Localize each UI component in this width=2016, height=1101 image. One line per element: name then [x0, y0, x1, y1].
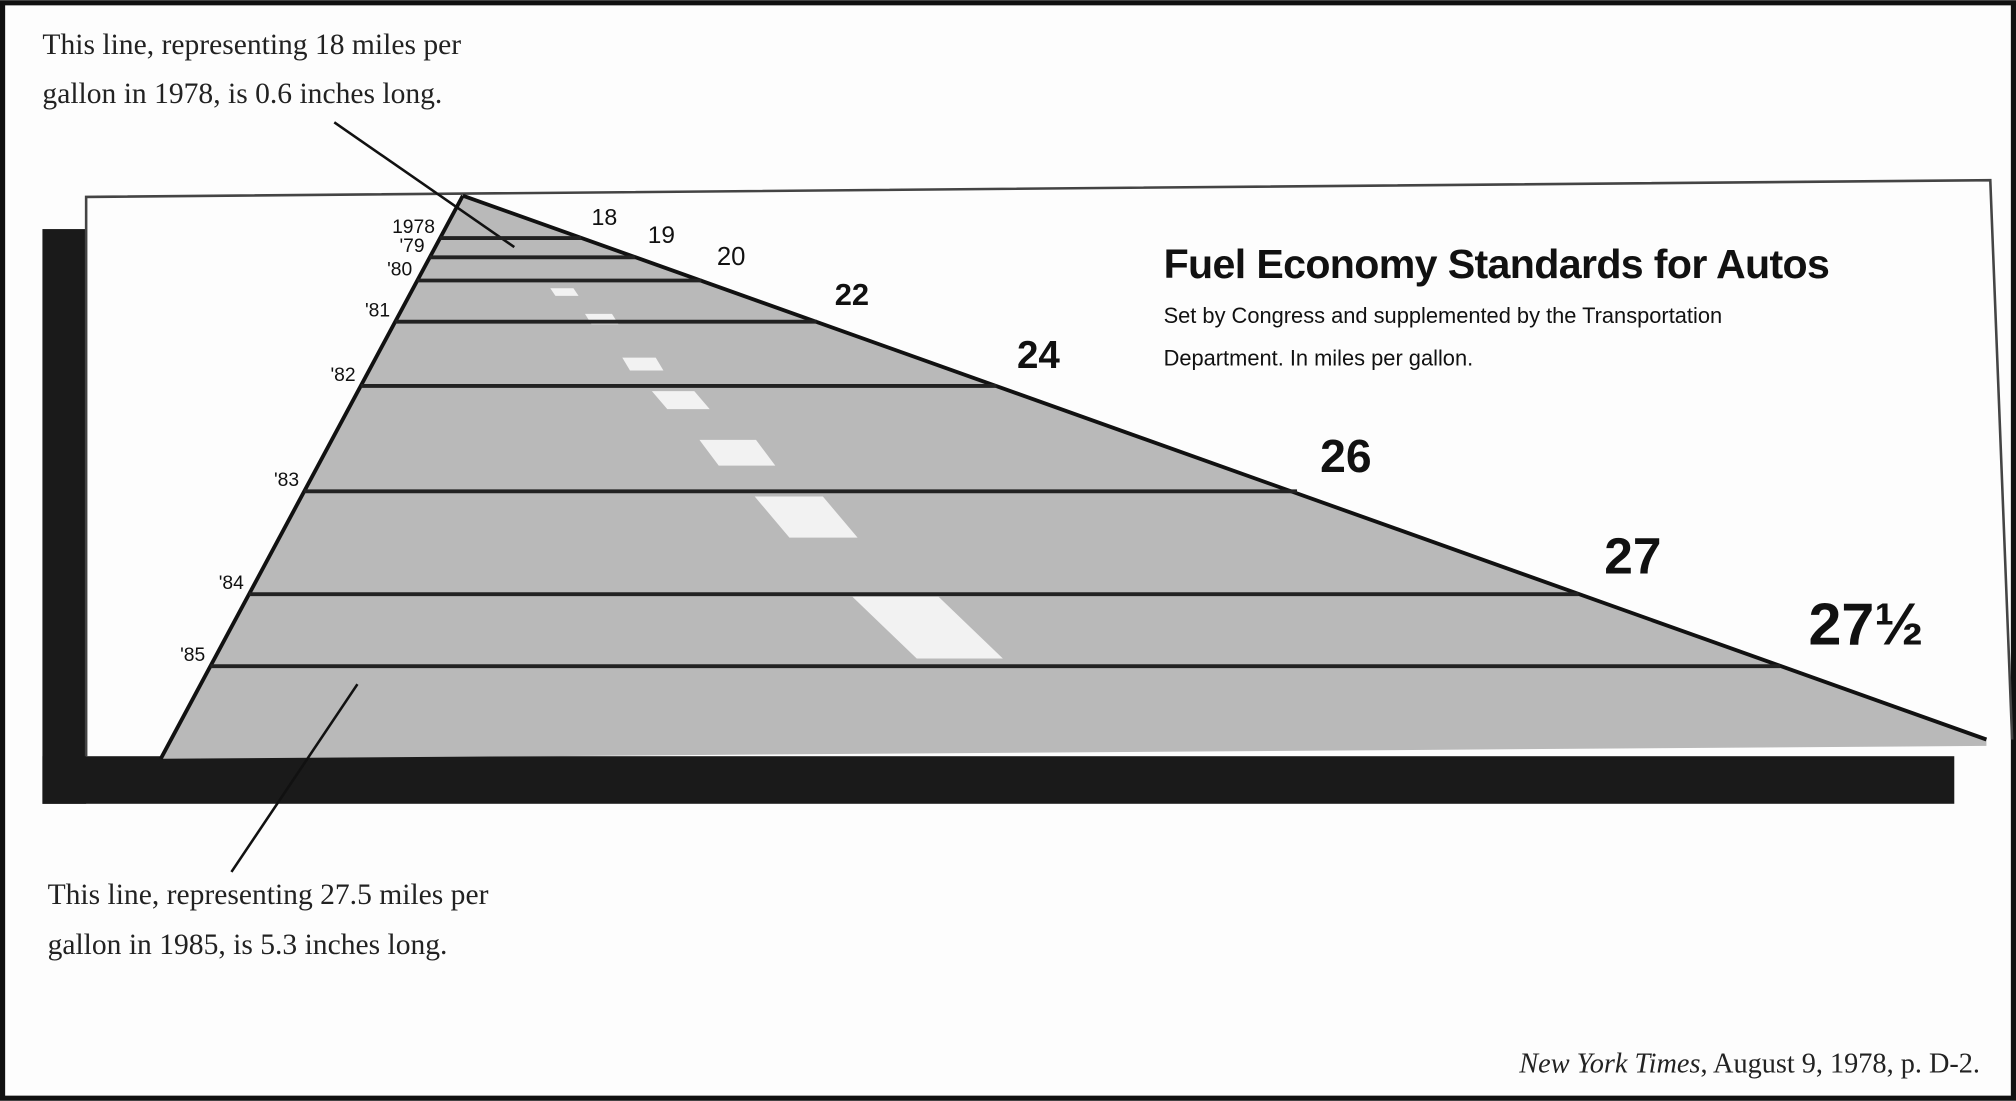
year-label: '82 [331, 365, 356, 386]
road [160, 195, 1987, 759]
year-label: '85 [180, 645, 205, 666]
chart-title: Fuel Economy Standards for Autos [1164, 241, 1830, 287]
dash [622, 357, 664, 371]
chart-subtitle: Set by Congress and supplemented by the … [1164, 303, 1723, 328]
dash [550, 288, 579, 296]
value-label: 26 [1320, 430, 1371, 482]
annotation: gallon in 1978, is 0.6 inches long. [42, 78, 442, 110]
value-label: 18 [592, 204, 618, 230]
value-label: 27½ [1809, 590, 1924, 657]
year-label: '83 [274, 470, 299, 491]
box-outline [84, 178, 2014, 757]
year-label: '81 [365, 301, 390, 322]
chart-subtitle: Department. In miles per gallon. [1164, 345, 1474, 370]
source: New York Times, August 9, 1978, p. D-2. [1518, 1049, 1980, 1080]
year-label: '79 [399, 236, 424, 257]
value-label: 22 [835, 277, 869, 312]
dash [852, 596, 1003, 659]
dash [754, 496, 858, 538]
value-label: 24 [1017, 334, 1060, 377]
annotation: This line, representing 18 miles per [42, 29, 461, 61]
value-label: 27 [1604, 527, 1661, 585]
dash [651, 391, 710, 410]
source-detail: , August 9, 1978, p. D-2. [1700, 1049, 1980, 1080]
annotation: This line, representing 27.5 miles per [48, 879, 489, 911]
year-label: 1978 [392, 217, 435, 238]
annotation: gallon in 1985, is 5.3 inches long. [48, 929, 448, 961]
year-label: '80 [387, 259, 412, 280]
pointer-line [230, 683, 359, 873]
value-label: 20 [717, 243, 746, 271]
source-publication: New York Times [1518, 1049, 1700, 1080]
road-edge [462, 193, 1988, 742]
bottom-bar [42, 756, 1955, 804]
value-label: 19 [648, 222, 675, 249]
pointer-line [333, 121, 516, 249]
dash [699, 439, 776, 466]
year-label: '84 [219, 573, 244, 594]
left-bar [42, 229, 87, 804]
center-dashes [550, 288, 1003, 659]
